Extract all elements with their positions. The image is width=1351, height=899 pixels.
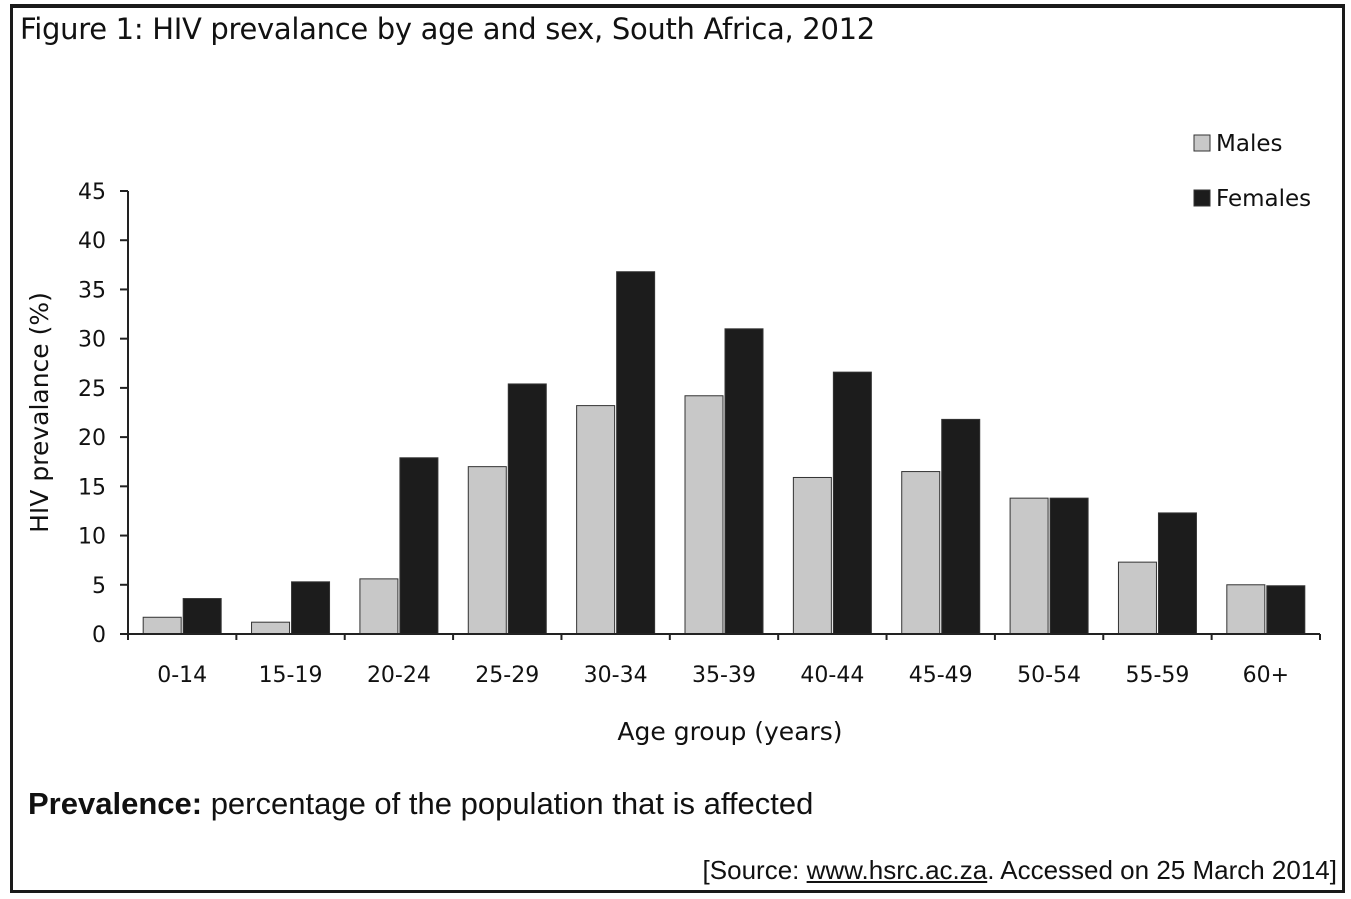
source-rest: . Accessed on 25 March 2014] [987, 855, 1337, 885]
bar-females-30-34 [617, 272, 655, 634]
chart-bars [143, 272, 1305, 634]
y-tick-label: 15 [78, 475, 106, 500]
definition-term: Prevalence: [28, 786, 202, 821]
x-tick-label: 30-34 [584, 663, 648, 688]
x-tick-label: 35-39 [692, 663, 756, 688]
x-tick-label: 15-19 [259, 663, 323, 688]
bar-males-35-39 [685, 396, 723, 634]
bar-females-45-49 [942, 419, 980, 634]
legend-swatch-males [1194, 135, 1210, 151]
bar-males-25-29 [468, 467, 506, 634]
source-open: [Source: [703, 855, 807, 885]
bar-females-20-24 [400, 458, 438, 634]
legend-swatch-females [1194, 190, 1210, 206]
bar-males-45-49 [902, 472, 940, 634]
legend-label-males: Males [1216, 131, 1282, 157]
legend-label-females: Females [1216, 186, 1311, 212]
bar-males-50-54 [1010, 498, 1048, 634]
x-tick-label: 50-54 [1017, 663, 1081, 688]
bar-females-35-39 [725, 329, 763, 634]
bar-males-0-14 [143, 617, 181, 634]
y-tick-label: 40 [78, 229, 106, 254]
source-link[interactable]: www.hsrc.ac.za [807, 855, 988, 885]
bar-males-30-34 [577, 406, 615, 634]
bar-females-50-54 [1050, 498, 1088, 634]
bar-females-15-19 [292, 582, 330, 634]
bar-females-40-44 [833, 372, 871, 634]
y-tick-label: 20 [78, 426, 106, 451]
x-axis: 0-14 15-19 20-24 25-29 30-34 35-39 40-44 45-49 5… [128, 634, 1320, 688]
bar-females-25-29 [508, 384, 546, 634]
x-tick-label: 45-49 [909, 663, 973, 688]
y-tick-label: 0 [92, 623, 106, 648]
x-axis-title: Age group (years) [617, 717, 842, 746]
bar-males-60plus [1227, 585, 1265, 634]
bar-males-15-19 [252, 622, 290, 634]
y-tick-label: 35 [78, 278, 106, 303]
y-axis: 0 5 10 15 20 25 30 35 40 45 [78, 180, 128, 648]
x-tick-label: 55-59 [1125, 663, 1189, 688]
x-tick-label: 40-44 [800, 663, 864, 688]
x-tick-label: 60+ [1243, 663, 1289, 688]
y-tick-label: 5 [92, 574, 106, 599]
y-tick-label: 30 [78, 328, 106, 353]
x-tick-label: 20-24 [367, 663, 431, 688]
bar-females-55-59 [1158, 513, 1196, 634]
definition-text: percentage of the population that is aff… [211, 786, 814, 821]
x-tick-label: 25-29 [475, 663, 539, 688]
bar-females-60plus [1267, 586, 1305, 634]
y-tick-label: 25 [78, 377, 106, 402]
bar-males-20-24 [360, 579, 398, 634]
y-tick-label: 10 [78, 525, 106, 550]
bar-males-55-59 [1118, 562, 1156, 634]
prevalence-definition: Prevalence: percentage of the population… [28, 786, 813, 822]
bar-males-40-44 [793, 477, 831, 634]
x-tick-label: 0-14 [157, 663, 207, 688]
bar-chart: Males Females 0 5 10 15 20 25 30 35 40 45 0-14 15-1… [0, 0, 1351, 780]
chart-legend: Males Females [1194, 131, 1311, 212]
y-axis-title: HIV prevalance (%) [25, 292, 54, 533]
source-citation: [Source: www.hsrc.ac.za. Accessed on 25 … [703, 855, 1337, 886]
bar-females-0-14 [183, 599, 221, 634]
y-tick-label: 45 [78, 180, 106, 205]
